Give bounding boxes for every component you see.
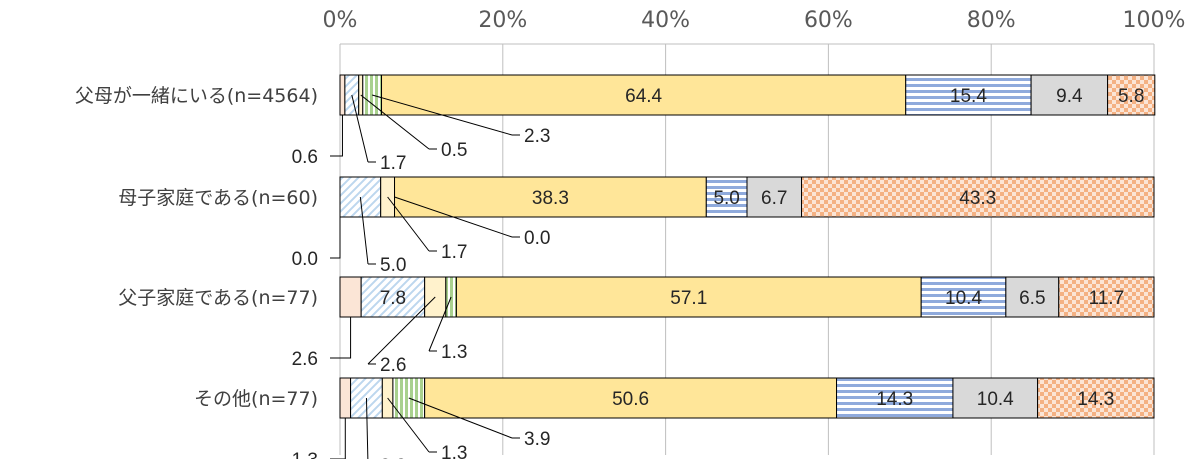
callout-label: 1.3	[292, 450, 318, 459]
category-label: 父母が一緒にいる(n=4564)	[75, 85, 318, 107]
data-label: 10.4	[977, 389, 1014, 410]
callout-label: 0.0	[292, 249, 318, 270]
callout-label: 1.7	[380, 153, 406, 174]
data-label: 9.4	[1056, 86, 1083, 107]
bar-segment	[952, 377, 1039, 419]
bar-segment	[1037, 377, 1155, 419]
data-label: 57.1	[670, 288, 707, 309]
data-label: 15.4	[950, 86, 987, 107]
leader-line	[330, 317, 352, 359]
bar-segment	[455, 276, 922, 318]
bar-segment	[920, 276, 1007, 318]
callout-label: 3.9	[380, 456, 406, 459]
bar-segment	[394, 176, 707, 218]
callout-label: 2.3	[524, 126, 550, 147]
leader-line	[372, 94, 513, 136]
callout-label: 0.0	[524, 228, 550, 249]
bar-segment	[1030, 74, 1109, 116]
leader-line	[330, 418, 346, 459]
callout-labels: 0.6 1.7 0.5 2.3 0.0 5.0 1.7 0.0 2.6 2.6 1.3 1.3 3.9 1…	[292, 94, 550, 459]
x-tick-label: 80%	[967, 8, 1016, 33]
leader-line	[330, 115, 343, 157]
leader-line	[359, 196, 369, 265]
callout-label: 1.3	[441, 443, 467, 459]
callout-label: 3.9	[524, 429, 550, 450]
data-label: 50.6	[612, 389, 649, 410]
bar-segment	[801, 176, 1155, 218]
bar-segment	[1005, 276, 1060, 318]
data-label: 64.4	[625, 86, 662, 107]
leader-line	[394, 196, 513, 238]
data-label: 5.0	[713, 188, 739, 209]
leader-line	[351, 94, 369, 163]
data-label: 6.7	[761, 188, 787, 209]
bar-segment	[905, 74, 1032, 116]
category-label: 父子家庭である(n=77)	[118, 287, 318, 309]
data-label: 5.8	[1118, 86, 1144, 107]
leader-line	[387, 196, 430, 252]
bar-segment	[1058, 276, 1155, 318]
leader-line	[408, 397, 513, 439]
data-label: 6.5	[1019, 288, 1045, 309]
bar-segment	[445, 276, 457, 318]
callout-label: 2.6	[380, 355, 406, 376]
data-label: 14.3	[1077, 389, 1114, 410]
leader-line	[330, 217, 341, 259]
category-label: 母子家庭である(n=60)	[118, 187, 318, 209]
callout-label: 1.7	[441, 242, 467, 263]
data-label: 43.3	[959, 188, 996, 209]
data-label: 7.8	[380, 288, 406, 309]
callout-label: 1.3	[441, 342, 467, 363]
category-labels: 父母が一緒にいる(n=4564) 母子家庭である(n=60) 父子家庭である(n=7…	[75, 85, 318, 410]
bar-segment	[424, 377, 838, 419]
category-label: その他(n=77)	[194, 388, 318, 410]
callout-label: 2.6	[292, 349, 318, 370]
data-label: 38.3	[532, 188, 569, 209]
bar-segment	[746, 176, 803, 218]
bar-segment	[1107, 74, 1156, 116]
bar-segment	[705, 176, 748, 218]
data-label: 14.3	[876, 389, 913, 410]
callout-label: 0.5	[441, 140, 467, 161]
x-tick-label: 60%	[804, 8, 853, 33]
bar-segment	[339, 377, 352, 419]
leader-line	[365, 397, 369, 459]
leader-line	[387, 397, 430, 453]
bar-segment	[381, 74, 907, 116]
leader-line	[367, 296, 436, 365]
x-tick-label: 0%	[323, 8, 358, 33]
x-tick-label: 20%	[478, 8, 527, 33]
callout-label: 5.0	[380, 255, 406, 276]
bar-segment	[339, 276, 362, 318]
leader-line	[360, 94, 430, 150]
leader-line	[428, 296, 452, 352]
bars: 64.4 15.4 9.4 5.8 38.3 5.0 6.7 43.3 7.8 57.1 10.4 6…	[339, 74, 1156, 419]
x-tick-label: 100%	[1123, 8, 1186, 33]
bar-segment	[339, 74, 346, 116]
callout-label: 0.6	[292, 147, 318, 168]
bar-segment	[360, 276, 426, 318]
x-axis-ticks: 0% 20% 40% 60% 80% 100%	[323, 8, 1186, 33]
x-tick-label: 40%	[641, 8, 690, 33]
data-label: 10.4	[945, 288, 982, 309]
data-label: 11.7	[1089, 288, 1125, 309]
